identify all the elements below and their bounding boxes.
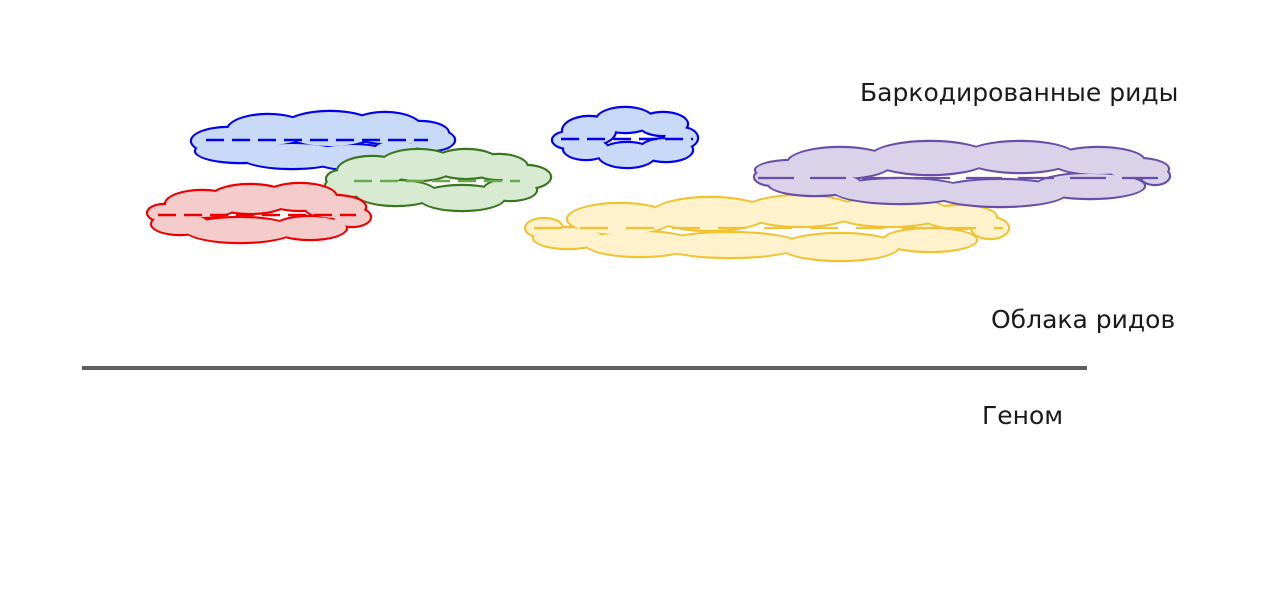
read-clouds-label: Облака ридов: [991, 305, 1176, 334]
read-cloud-fill: [526, 196, 1008, 260]
read-cloud-fill: [192, 112, 454, 169]
read-cloud-purple: [752, 139, 1172, 209]
read-cloud-fill: [326, 150, 550, 210]
read-cloud-fill: [148, 184, 370, 242]
genome-line: [82, 366, 1087, 370]
read-cloud-blue-small: [550, 105, 700, 170]
read-cloud-red: [145, 181, 373, 245]
read-cloud-fill: [755, 142, 1169, 206]
genome-label: Геном: [982, 401, 1064, 430]
read-cloud-yellow: [523, 193, 1011, 263]
read-cloud-green: [323, 147, 553, 213]
barcoded-reads-label: Баркодированные риды: [860, 78, 1179, 107]
